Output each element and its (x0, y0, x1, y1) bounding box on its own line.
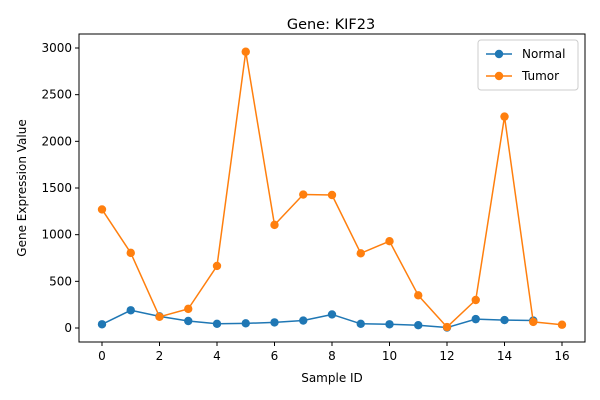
x-axis-title: Sample ID (301, 371, 363, 385)
data-point (155, 312, 164, 321)
data-point (385, 237, 394, 246)
y-axis: 0 500 1000 1500 2000 2500 3000 (41, 41, 79, 335)
x-tick-label: 12 (439, 349, 454, 363)
legend: Normal Tumor (477, 39, 579, 91)
series-normal (97, 306, 538, 332)
x-tick-label: 2 (156, 349, 164, 363)
data-point (270, 318, 279, 327)
data-point (471, 295, 480, 305)
data-point (299, 190, 308, 199)
chart-title: Gene: KIF23 (287, 17, 375, 33)
x-tick-label: 0 (98, 349, 106, 363)
series-line (101, 309, 534, 329)
data-point (327, 190, 337, 200)
x-tick-label: 6 (271, 349, 279, 363)
y-tick-label: 2500 (41, 88, 72, 102)
legend-item-tumor: Tumor (486, 69, 559, 83)
data-point (500, 315, 509, 325)
legend-item-normal: Normal (486, 47, 565, 61)
data-point (270, 220, 279, 230)
data-point (471, 314, 480, 324)
data-point (414, 321, 423, 330)
data-point (97, 205, 107, 214)
series-tumor (97, 47, 567, 332)
legend-marker (494, 49, 504, 59)
y-axis-title: Gene Expression Value (15, 119, 29, 256)
data-point (97, 320, 107, 329)
data-point (414, 291, 423, 300)
x-tick-label: 10 (382, 349, 397, 363)
y-tick-label: 0 (64, 321, 72, 335)
data-point (241, 47, 250, 56)
data-point (299, 316, 308, 325)
y-tick-label: 1000 (41, 228, 72, 242)
legend-label: Normal (522, 47, 565, 61)
y-tick-label: 3000 (41, 41, 72, 55)
data-point (184, 316, 193, 326)
data-point (212, 261, 222, 271)
data-point (529, 317, 538, 327)
data-point (557, 320, 567, 329)
x-tick-label: 16 (554, 349, 569, 363)
plot-area (97, 47, 567, 332)
y-tick-label: 500 (49, 274, 72, 288)
data-point (184, 304, 193, 314)
legend-label: Tumor (521, 69, 559, 83)
data-point (500, 112, 509, 121)
y-tick-label: 1500 (41, 181, 72, 195)
x-tick-label: 4 (213, 349, 221, 363)
y-tick-label: 2000 (41, 134, 72, 148)
legend-marker (494, 71, 504, 81)
data-point (126, 306, 135, 315)
data-point (126, 248, 135, 258)
data-point (356, 249, 365, 258)
data-point (327, 310, 337, 319)
data-point (212, 319, 222, 328)
data-point (385, 320, 394, 329)
x-axis: 0 2 4 6 8 10 12 14 16 (98, 342, 570, 363)
data-point (241, 319, 250, 328)
x-tick-label: 8 (328, 349, 336, 363)
data-point (442, 322, 452, 332)
data-point (356, 319, 365, 328)
x-tick-label: 14 (497, 349, 512, 363)
series-line (101, 50, 563, 328)
legend-box (477, 39, 579, 91)
